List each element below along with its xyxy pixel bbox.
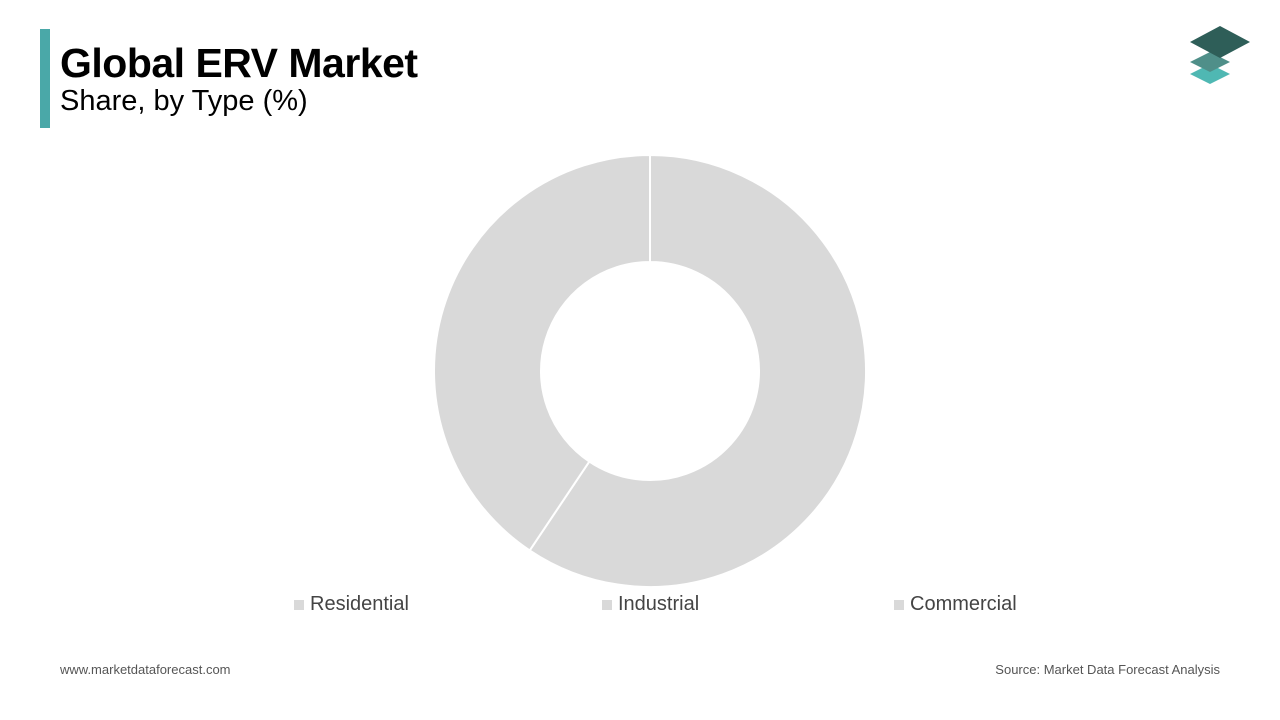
chart-legend: Residential Industrial Commercial <box>0 593 1280 621</box>
title-accent-bar <box>40 29 50 128</box>
legend-item-commercial: Commercial <box>894 593 1017 616</box>
chart-subtitle: Share, by Type (%) <box>60 85 308 117</box>
chart-title: Global ERV Market <box>60 40 418 86</box>
logo-layer-bottom <box>1190 64 1230 84</box>
legend-swatch <box>602 599 612 610</box>
footer-source: Source: Market Data Forecast Analysis <box>995 662 1220 677</box>
footer-website: www.marketdataforecast.com <box>60 662 231 677</box>
legend-label: Residential <box>310 593 409 615</box>
donut-slice-industrial <box>433 153 651 552</box>
stacked-layers-logo-icon <box>1190 26 1250 84</box>
donut-slice-residential <box>528 153 867 588</box>
logo-layer-top <box>1190 26 1250 58</box>
legend-swatch <box>894 599 904 610</box>
legend-label: Industrial <box>618 593 700 615</box>
legend-swatch <box>294 599 304 610</box>
legend-label: Commercial <box>910 593 1017 615</box>
legend-item-industrial: Industrial <box>602 593 699 616</box>
legend-item-residential: Residential <box>294 593 409 616</box>
